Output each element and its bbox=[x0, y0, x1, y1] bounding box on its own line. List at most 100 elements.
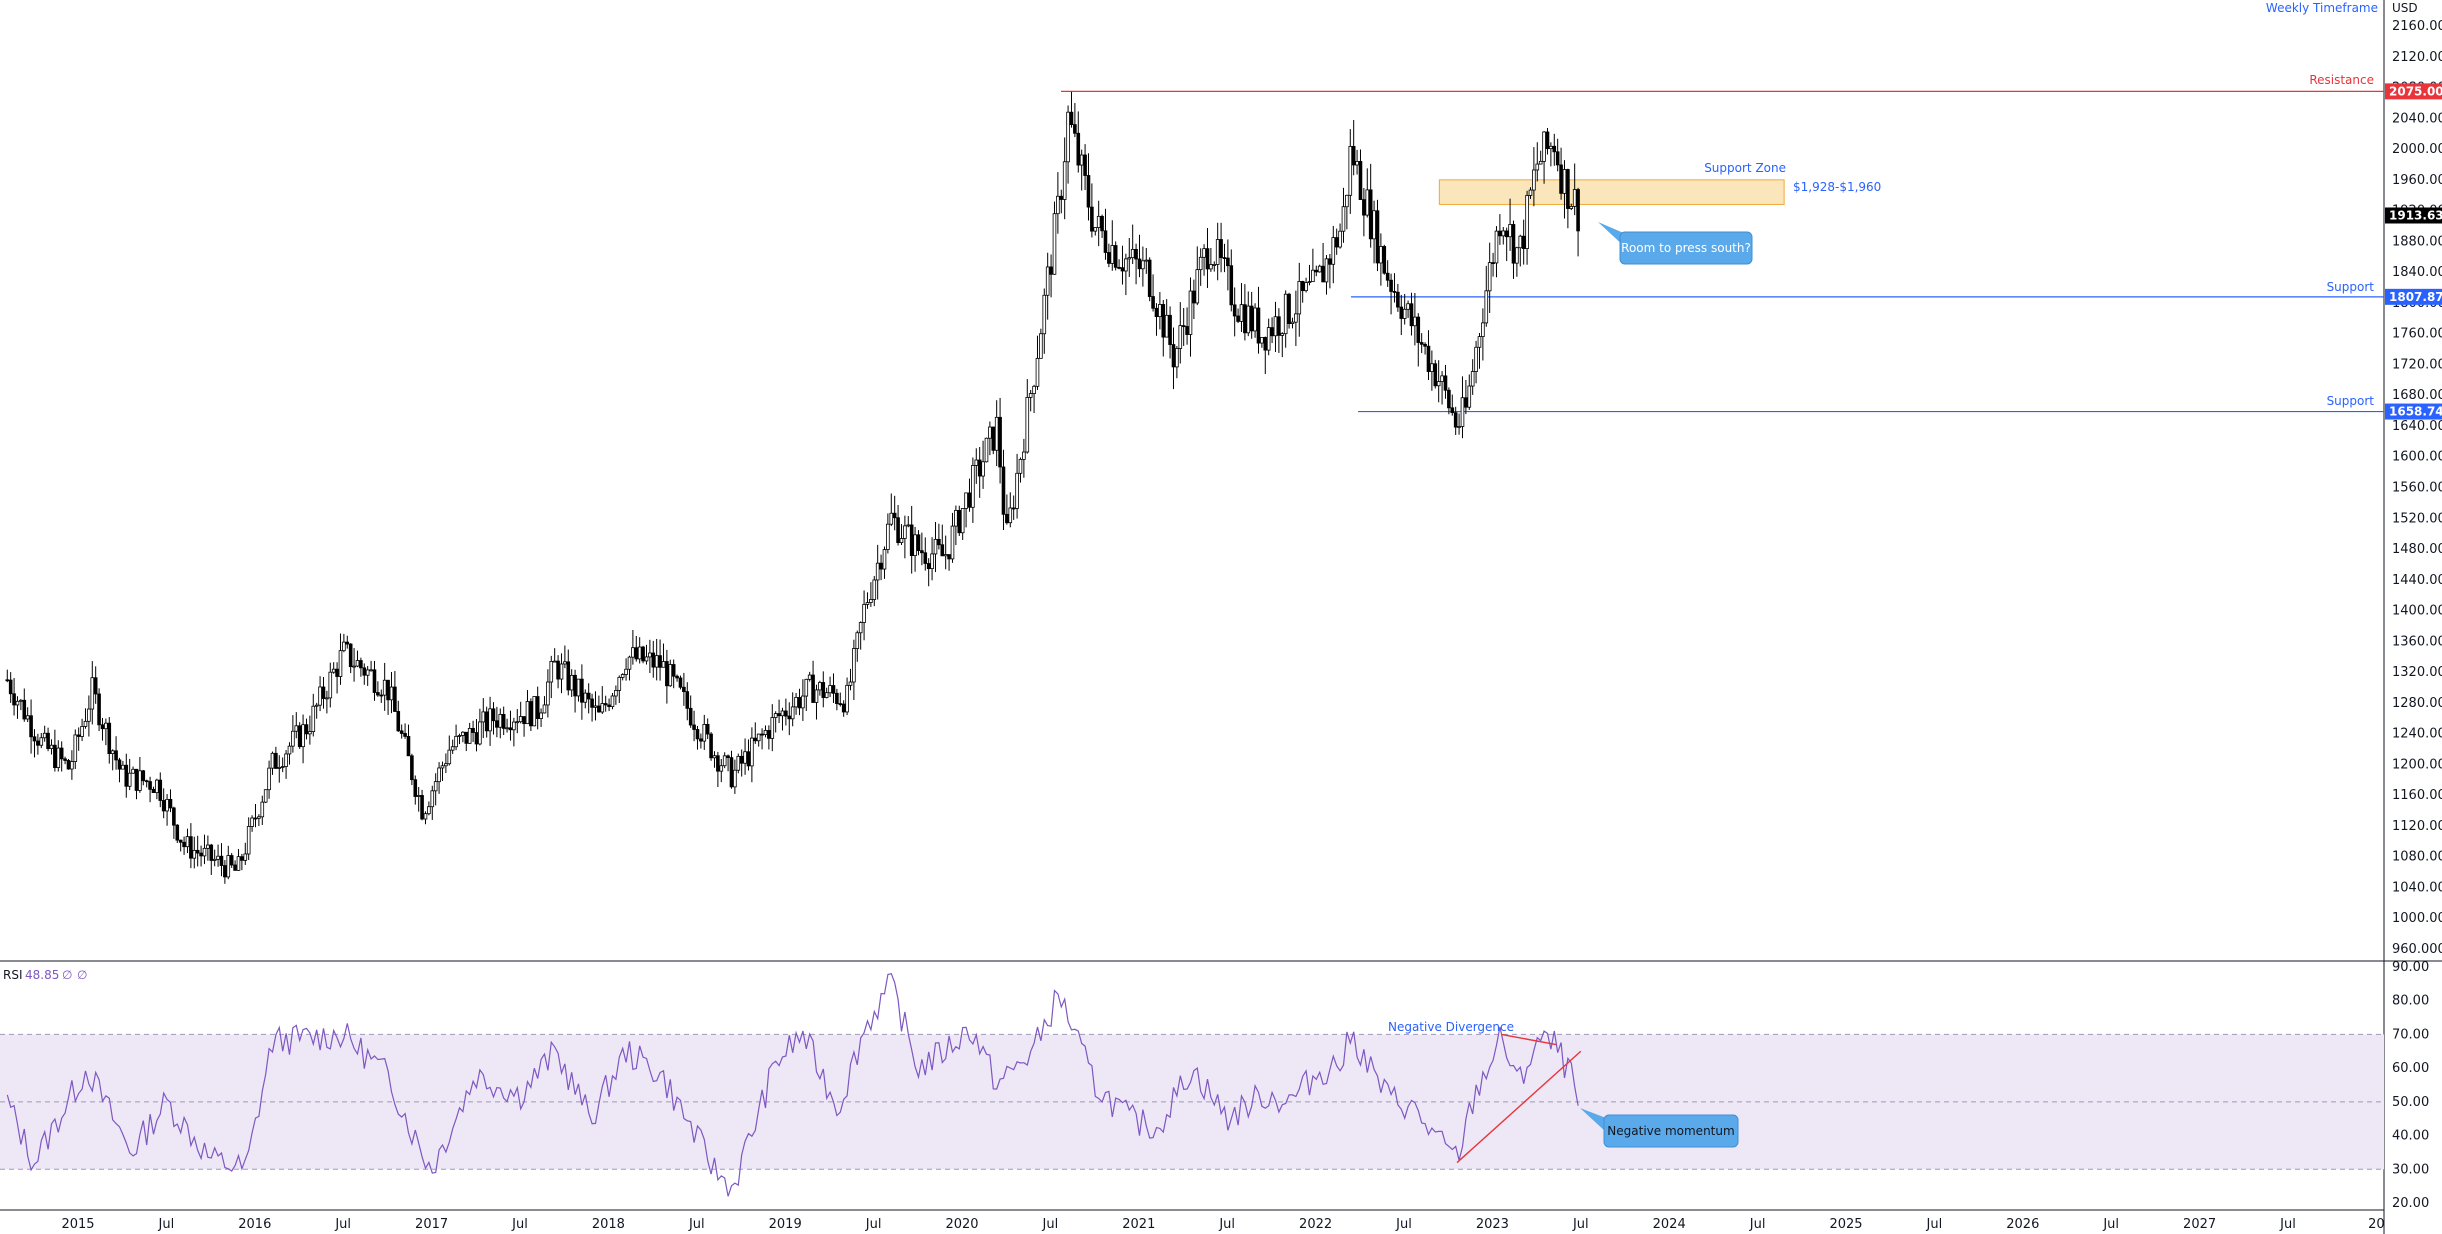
candle-body bbox=[440, 765, 445, 769]
candle-body bbox=[80, 726, 84, 737]
candle-body bbox=[546, 681, 550, 706]
time-tick-label: 2017 bbox=[415, 1217, 448, 1232]
time-tick-label: Jul bbox=[1218, 1217, 1235, 1232]
candle-body bbox=[260, 801, 265, 818]
candle-body bbox=[909, 524, 914, 556]
candle-body bbox=[267, 767, 271, 791]
candle-body bbox=[1120, 267, 1125, 272]
candle-body bbox=[1413, 316, 1417, 327]
candle-body bbox=[314, 704, 319, 707]
candle-body bbox=[1209, 264, 1213, 270]
candle-body bbox=[1362, 199, 1366, 216]
candle-body bbox=[879, 562, 883, 570]
time-tick-label: 2018 bbox=[592, 1217, 625, 1232]
candle-body bbox=[168, 799, 173, 809]
candle-body bbox=[365, 669, 370, 676]
support-zone-range-label: $1,928-$1,960 bbox=[1793, 180, 1881, 194]
candle-body bbox=[1426, 345, 1431, 372]
support-1-label: Support bbox=[2327, 280, 2375, 294]
candle-body bbox=[1443, 375, 1448, 391]
candle-body bbox=[134, 768, 139, 791]
candle-body bbox=[1141, 260, 1145, 270]
candle-body bbox=[600, 703, 605, 713]
candle-body bbox=[355, 660, 360, 667]
candle-body bbox=[994, 416, 999, 451]
candle-body bbox=[1345, 194, 1349, 208]
candle-body bbox=[780, 710, 785, 717]
candle-body bbox=[257, 816, 261, 819]
candle-body bbox=[250, 817, 254, 827]
candle-body bbox=[328, 671, 333, 699]
candle-body bbox=[981, 461, 985, 477]
candle-body bbox=[763, 730, 768, 736]
callout-room-to-press-south[interactable]: Room to press south? bbox=[1598, 222, 1753, 265]
support-price-tag bbox=[2385, 403, 2442, 420]
candle-body bbox=[488, 708, 492, 732]
support-price-tag-text: 1807.872 bbox=[2389, 290, 2442, 304]
candle-body bbox=[831, 685, 836, 694]
candle-body bbox=[1375, 210, 1380, 264]
candle-body bbox=[427, 806, 431, 815]
candle-body bbox=[563, 661, 567, 665]
candle-body bbox=[682, 686, 686, 693]
candle-body bbox=[699, 738, 703, 742]
candle-body bbox=[178, 839, 183, 843]
candle-body bbox=[474, 732, 479, 745]
candle-body bbox=[967, 492, 972, 508]
candle-body bbox=[838, 703, 843, 705]
currency-label: USD bbox=[2392, 1, 2418, 15]
candle-body bbox=[889, 512, 894, 525]
rsi-divergence-line[interactable] bbox=[1501, 1033, 1557, 1046]
candle-body bbox=[182, 841, 186, 848]
candle-body bbox=[70, 761, 74, 770]
candle-body bbox=[957, 510, 962, 534]
candle-body bbox=[304, 724, 309, 735]
price-tick-label: 1600.000 bbox=[2392, 450, 2442, 465]
candle-body bbox=[705, 723, 710, 735]
candle-body bbox=[658, 655, 662, 668]
candle-body bbox=[848, 681, 853, 686]
candle-body bbox=[1280, 333, 1285, 336]
candle-body bbox=[505, 727, 509, 730]
candle-body bbox=[423, 813, 428, 820]
candle-body bbox=[277, 767, 282, 769]
candle-body bbox=[464, 731, 469, 744]
candle-body bbox=[263, 789, 268, 803]
price-tick-label: 2000.000 bbox=[2392, 142, 2442, 157]
candle-body bbox=[1484, 290, 1489, 324]
candle-body bbox=[1474, 346, 1478, 372]
candle-body bbox=[882, 549, 887, 570]
candle-body bbox=[678, 677, 683, 688]
candle-body bbox=[403, 733, 407, 737]
candle-body bbox=[294, 725, 299, 732]
candle-body bbox=[19, 699, 23, 702]
price-tick-label: 1480.000 bbox=[2392, 542, 2442, 557]
candle-body bbox=[498, 714, 503, 728]
candle-body bbox=[1518, 235, 1523, 249]
candle-body bbox=[1324, 258, 1329, 283]
candle-body bbox=[865, 602, 870, 605]
support-zone[interactable] bbox=[1438, 179, 1785, 205]
candle-body bbox=[971, 465, 975, 508]
candle-body bbox=[569, 674, 574, 691]
callout-negative-momentum[interactable]: Negative momentum bbox=[1580, 1108, 1739, 1148]
candle-body bbox=[447, 749, 452, 765]
candle-body bbox=[593, 705, 598, 708]
rsi-rising-trendline[interactable] bbox=[1456, 1050, 1582, 1164]
candle-body bbox=[66, 760, 71, 770]
time-tick-label: Jul bbox=[1749, 1217, 1766, 1232]
candle-body bbox=[1028, 393, 1033, 398]
candle-body bbox=[518, 716, 523, 723]
rsi-series bbox=[6, 972, 1579, 1197]
candle-body bbox=[1124, 258, 1128, 272]
candle-body bbox=[1348, 145, 1353, 196]
resistance-label: Resistance bbox=[2309, 73, 2374, 87]
candle-body bbox=[940, 544, 945, 557]
candle-body bbox=[1416, 316, 1421, 343]
candle-body bbox=[1365, 189, 1370, 216]
candle-body bbox=[998, 416, 1002, 468]
candle-body bbox=[22, 699, 27, 720]
candle-body bbox=[1549, 145, 1553, 150]
support-zone-box[interactable] bbox=[1438, 179, 1785, 205]
